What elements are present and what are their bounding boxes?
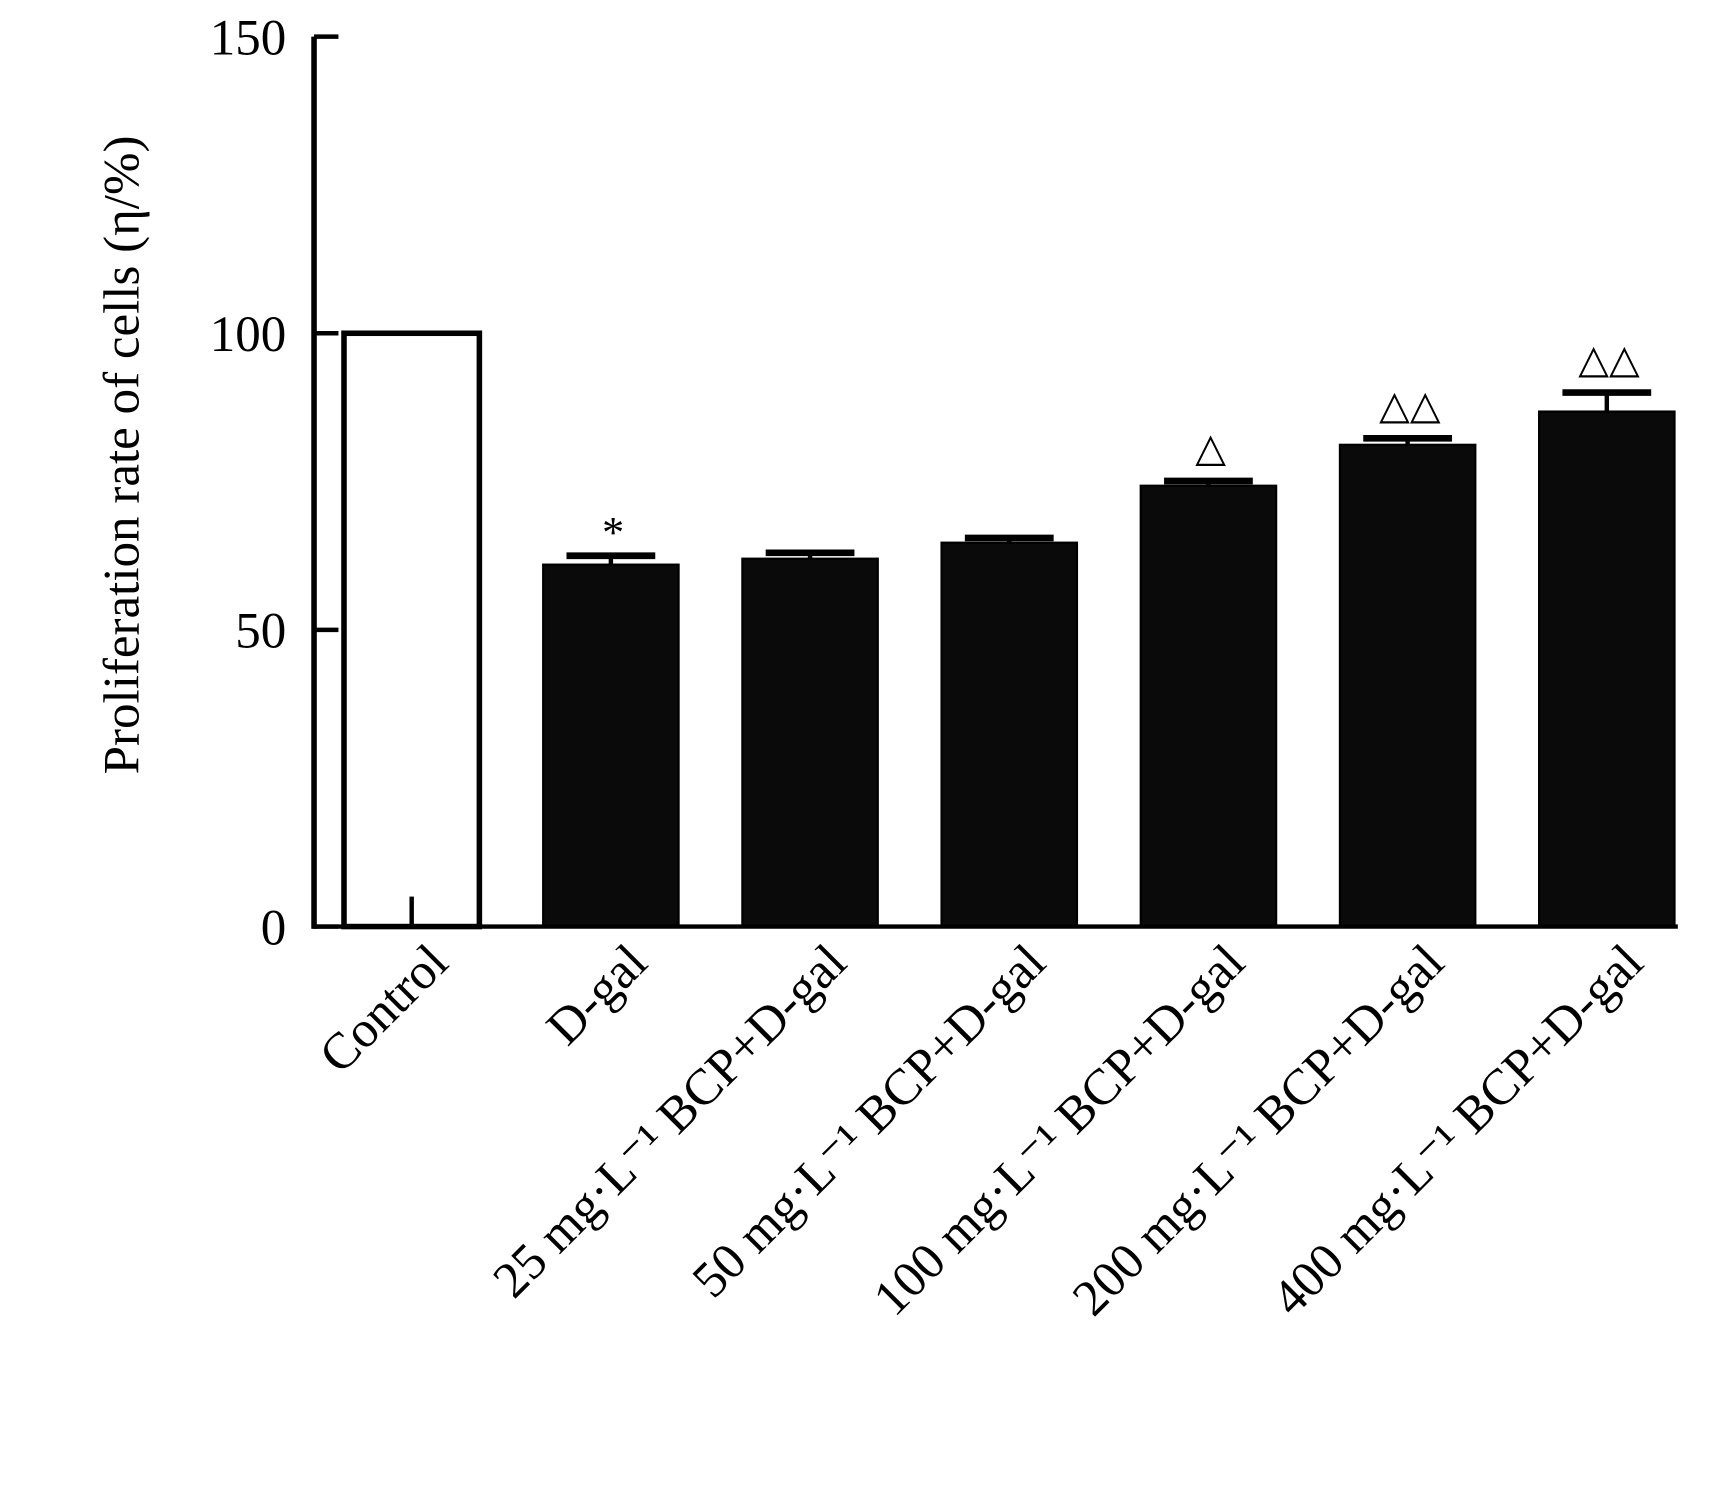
- y-ticks: 0 50 100 150: [210, 10, 339, 956]
- x-tick-label: 100 mg·L⁻¹ BCP+D-gal: [863, 934, 1256, 1327]
- significance-marker: △△: [1578, 337, 1640, 382]
- x-tick-label: 50 mg·L⁻¹ BCP+D-gal: [682, 934, 1056, 1308]
- significance-marker: △: [1195, 425, 1226, 470]
- x-tick-label: Control: [309, 934, 459, 1084]
- bar: [341, 330, 483, 930]
- significance-marker: *: [602, 507, 624, 557]
- y-tick-label: 100: [210, 307, 287, 363]
- bar: [1538, 410, 1676, 928]
- y-axis-label: Proliferation rate of cells (η/%): [95, 136, 151, 775]
- significance-marker: △△: [1379, 382, 1441, 427]
- bar: [741, 557, 879, 928]
- y-tick-label: 0: [261, 900, 287, 956]
- bar: [1139, 484, 1278, 928]
- bar: [1338, 443, 1477, 928]
- y-tick-label: 50: [235, 604, 286, 660]
- bar: [940, 541, 1079, 928]
- x-tick-label: 400 mg·L⁻¹ BCP+D-gal: [1262, 934, 1655, 1327]
- x-tick-label: D-gal: [536, 934, 658, 1056]
- x-tick-label: 25 mg·L⁻¹ BCP+D-gal: [483, 934, 857, 1308]
- y-tick-label: 150: [210, 10, 287, 66]
- bars: *△△△△△: [341, 330, 1676, 930]
- x-tick-label: 200 mg·L⁻¹ BCP+D-gal: [1062, 934, 1455, 1327]
- bar: [542, 563, 680, 928]
